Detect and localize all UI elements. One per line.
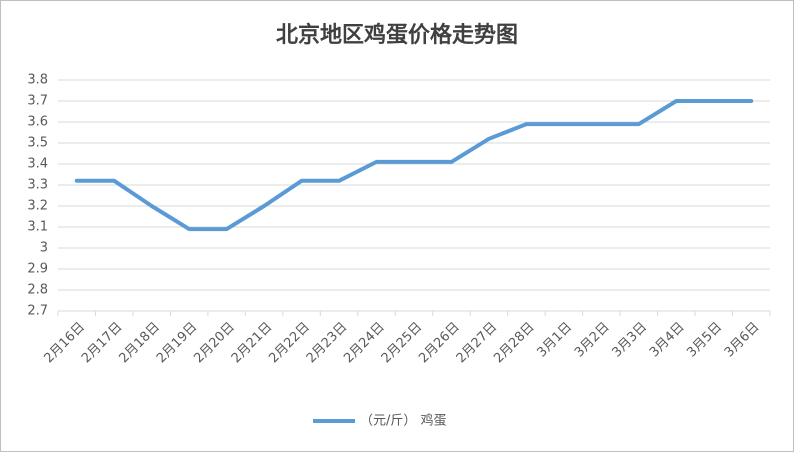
y-tick-label: 3.1: [27, 220, 48, 235]
legend-label: （元/斤） 鸡蛋: [360, 413, 447, 429]
y-tick-label: 3.5: [27, 136, 48, 151]
y-tick-label: 3.7: [27, 94, 48, 109]
y-tick-label: 2.9: [27, 262, 48, 277]
y-tick-label: 3: [40, 241, 48, 256]
y-tick-label: 3.2: [27, 199, 48, 214]
y-tick-label: 3.6: [27, 115, 48, 130]
y-tick-label: 2.7: [27, 304, 48, 319]
y-tick-label: 2.8: [27, 283, 48, 298]
chart-title: 北京地区鸡蛋价格走势图: [276, 22, 518, 48]
y-tick-label: 3.8: [27, 73, 48, 88]
y-tick-label: 3.3: [27, 178, 48, 193]
y-tick-label: 3.4: [27, 157, 48, 172]
line: [74, 99, 754, 232]
